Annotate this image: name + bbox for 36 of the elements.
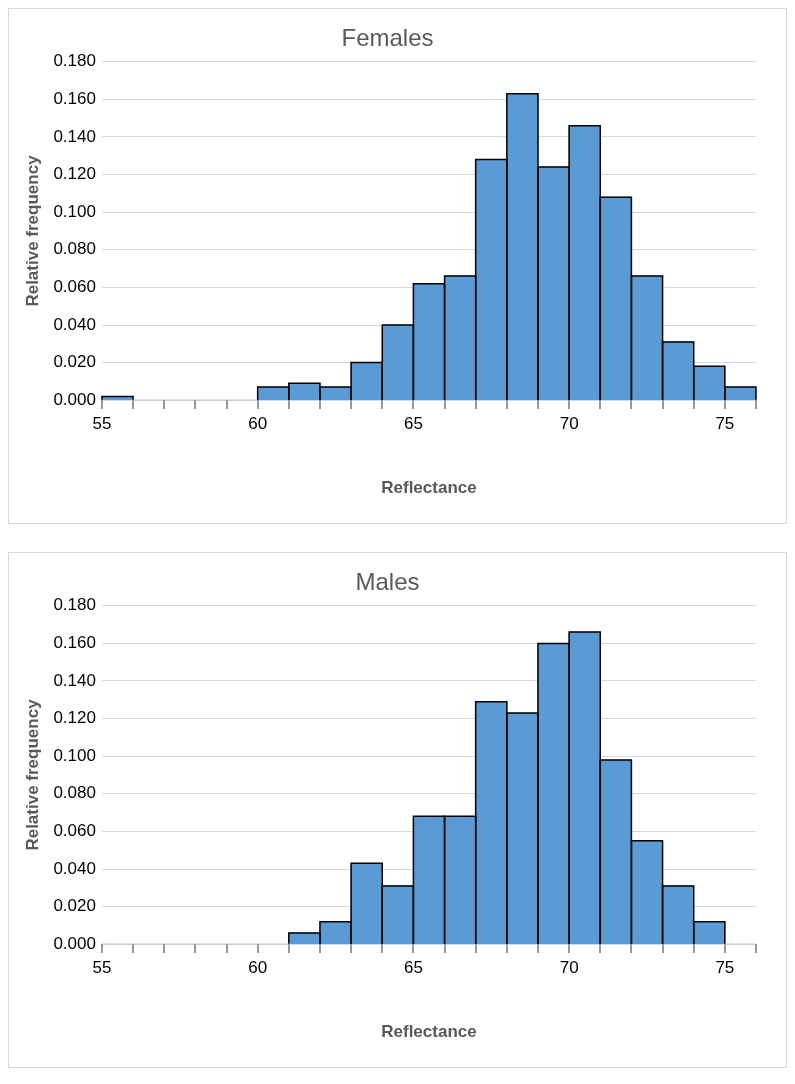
y-tick-label: 0.000 [53,933,96,953]
y-tick-label: 0.180 [53,51,96,71]
x-tick-label: 75 [715,414,735,434]
y-axis-title: Relative frequency [22,154,42,307]
x-axis-title: Reflectance [381,478,477,498]
y-tick-label: 0.160 [53,89,96,109]
x-tick-label: 70 [559,414,579,434]
y-tick-label: 0.140 [53,670,96,690]
y-tick-label: 0.000 [53,389,96,409]
y-tick-label: 0.080 [53,239,96,259]
y-tick-label: 0.020 [53,352,96,372]
y-tick-label: 0.040 [53,314,96,334]
y-tick-label: 0.160 [53,633,96,653]
x-tick-label: 65 [403,414,423,434]
y-tick-label: 0.100 [53,201,96,221]
x-tick-label: 65 [403,958,423,978]
y-tick-label: 0.020 [53,896,96,916]
y-tick-label: 0.120 [53,708,96,728]
chart-title: Males [355,568,420,596]
y-axis-title: Relative frequency [22,698,42,851]
y-tick-label: 0.060 [53,821,96,841]
y-tick-label: 0.060 [53,277,96,297]
x-tick-label: 70 [559,958,579,978]
x-tick-label: 55 [92,958,112,978]
chart-title: Females [341,24,434,52]
y-tick-label: 0.080 [53,783,96,803]
x-tick-label: 60 [248,414,268,434]
y-tick-label: 0.140 [53,126,96,146]
x-tick-label: 75 [715,958,735,978]
x-tick-label: 55 [92,414,112,434]
y-tick-label: 0.100 [53,745,96,765]
x-axis-title: Reflectance [381,1022,477,1042]
y-tick-label: 0.040 [53,858,96,878]
y-tick-label: 0.180 [53,595,96,615]
y-tick-label: 0.120 [53,164,96,184]
x-tick-label: 60 [248,958,268,978]
